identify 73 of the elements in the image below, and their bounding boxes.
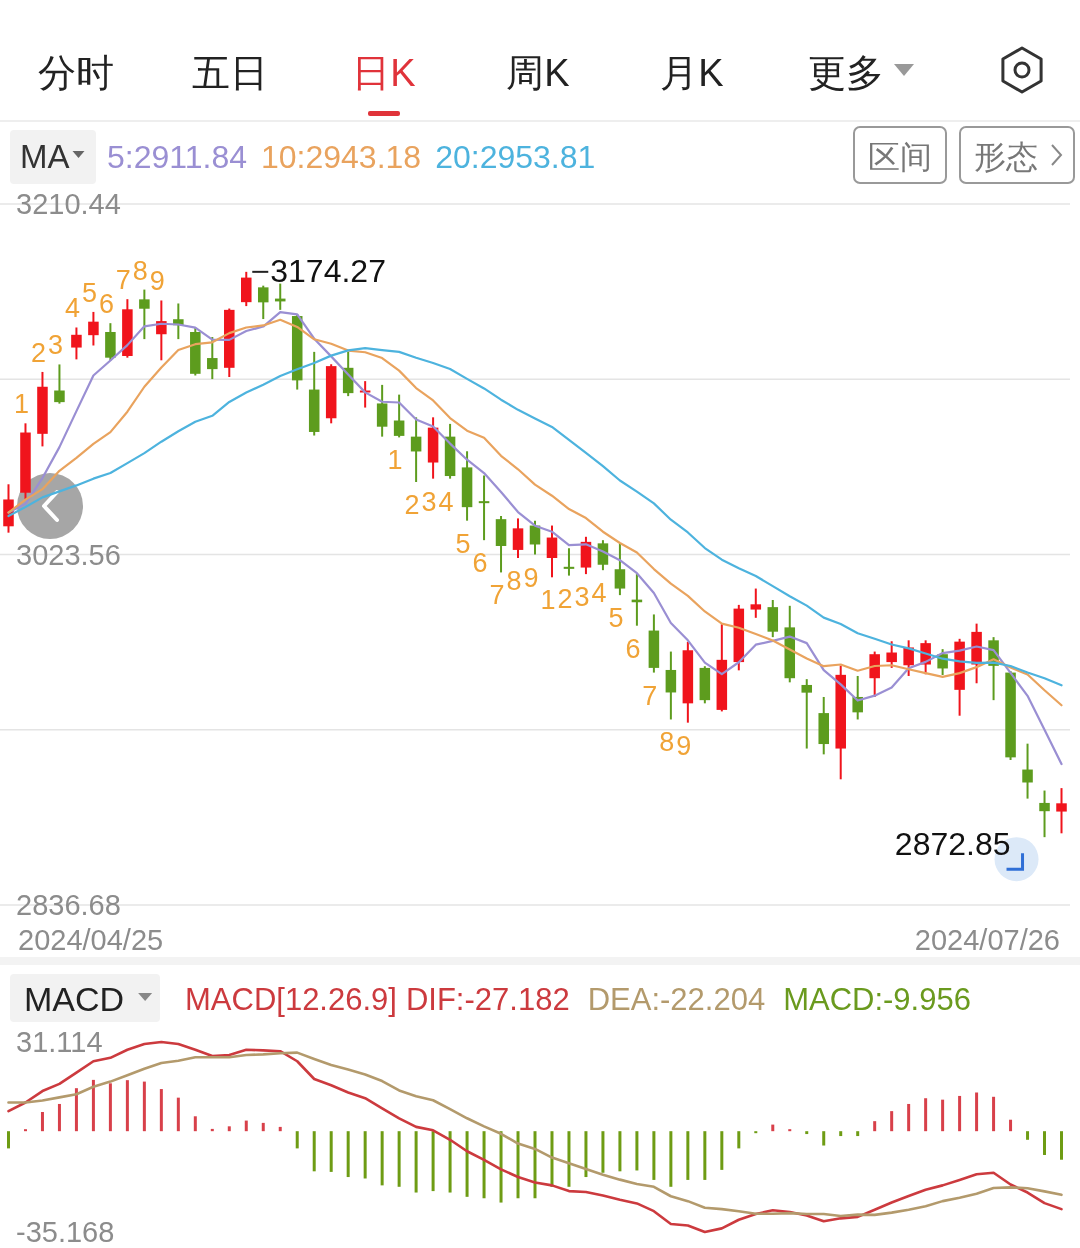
candlestick [410,416,422,484]
candlestick [478,474,490,542]
y-tick-label: -35.168 [16,1216,115,1248]
candlestick [1022,742,1033,800]
text: 5:2911.84 [107,139,247,175]
text: 10:2943.18 [260,139,422,175]
text: 1 [13,389,29,420]
chart-title: MACD [24,980,125,1018]
text: 5 [608,603,624,634]
text: 1 [540,585,556,616]
text: 6 [472,548,488,579]
candlestick [393,393,405,439]
text: 20:2953.81 [435,139,596,175]
candlestick [71,326,82,361]
candlestick [665,650,677,721]
legend-title: MA [20,138,70,175]
text: 7 [642,680,658,711]
text: 3 [421,486,437,517]
text: 3 [47,330,63,361]
text: 7 [115,265,131,296]
text: 2024/04/25 [18,924,164,956]
text: 9 [523,562,539,593]
text: 4 [591,578,607,609]
candlestick [563,547,575,577]
annotation: 2872.85 [894,826,1011,863]
text: 6 [625,633,641,664]
candlestick [512,517,524,559]
candlestick [207,336,218,381]
candlestick [139,288,150,341]
text: DEA:-22.204 [587,982,766,1017]
text: 2 [557,583,573,614]
candlestick [376,383,388,438]
text: 8 [132,255,148,286]
text: 6 [98,289,114,320]
text: 4 [64,293,80,324]
candlestick [886,640,897,669]
text: MACD:-9.956 [783,982,971,1017]
text: 更多 [808,52,884,94]
text: 9 [676,730,692,761]
text: 周K [506,52,570,94]
text: 日K [352,52,416,94]
candlestick [614,542,626,597]
text: 月K [660,52,724,94]
text: 8 [659,727,675,758]
text: 2 [30,337,46,368]
candlestick [750,587,762,619]
text: DIF:-27.182 [405,982,570,1017]
text: 8 [506,565,522,596]
text: 分时 [38,52,114,94]
candlestick [257,284,269,321]
text: 5 [81,277,97,308]
legend-title: MACD[12.26.9] [185,982,397,1017]
text: 4 [438,486,454,517]
candlestick [54,363,65,405]
y-tick-label: 31.114 [16,1026,103,1058]
y-tick-label: 3023.56 [16,538,121,571]
candlestick [903,639,914,677]
candlestick [801,678,813,750]
annotation: 3174.27 [270,252,386,289]
text: 五日 [192,52,268,94]
candlestick [546,524,558,579]
y-tick-label: 3210.44 [16,188,121,220]
candlestick [1056,787,1067,835]
text: 7 [489,580,505,611]
text: 5 [455,528,471,559]
text: 2 [404,490,420,521]
text: 2024/07/26 [914,924,1060,956]
y-tick-label: 2836.68 [16,889,121,921]
text: 3 [574,582,590,613]
candlestick [88,310,99,347]
candlestick [1039,789,1050,839]
text: 1 [387,445,403,476]
text: 9 [149,266,165,297]
